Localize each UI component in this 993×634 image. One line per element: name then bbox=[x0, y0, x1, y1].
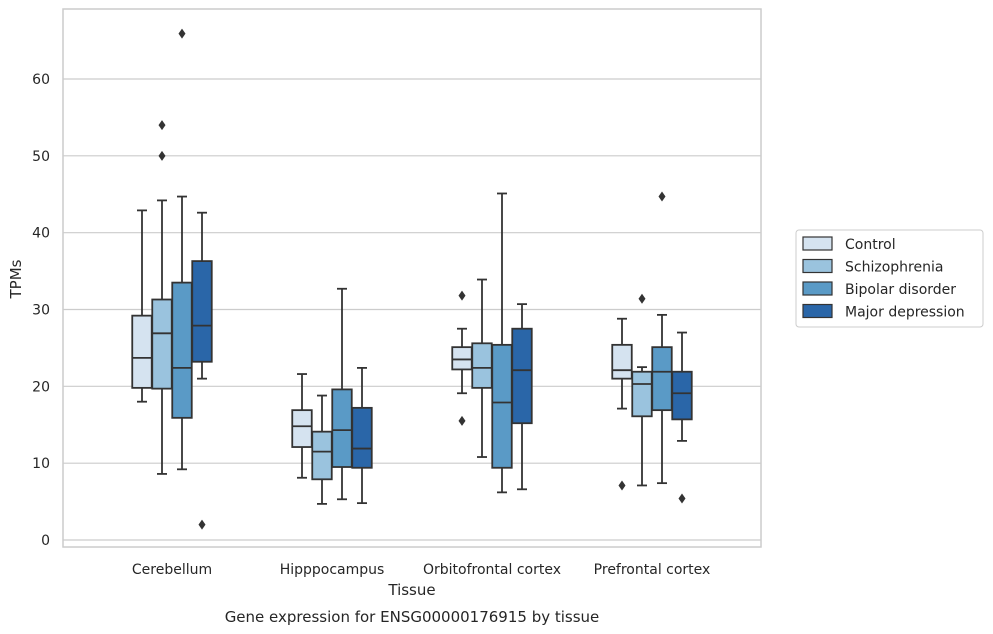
y-tick-label: 30 bbox=[32, 303, 50, 319]
legend-label: Schizophrenia bbox=[845, 260, 943, 276]
y-tick-label: 0 bbox=[41, 533, 50, 549]
legend-frame bbox=[795, 229, 984, 328]
box-body bbox=[671, 370, 693, 421]
box bbox=[351, 366, 373, 505]
box-body bbox=[131, 314, 153, 389]
legend-swatch bbox=[802, 258, 833, 274]
legend-label: Major depression bbox=[845, 305, 965, 321]
box-body bbox=[511, 327, 533, 425]
box-body bbox=[471, 342, 493, 389]
box-body bbox=[171, 281, 193, 419]
outlier-point bbox=[198, 519, 206, 530]
box bbox=[491, 192, 513, 494]
y-tick-label: 10 bbox=[32, 456, 50, 472]
box bbox=[671, 331, 693, 504]
outlier-point bbox=[678, 493, 686, 504]
legend-items: Control Schizophrenia Bipolar disorder Majo… bbox=[802, 236, 965, 321]
outlier-point bbox=[458, 290, 466, 301]
x-tick-label: Hipppocampus bbox=[280, 562, 385, 578]
outlier-point bbox=[638, 293, 646, 304]
y-tick-label: 20 bbox=[32, 379, 50, 395]
legend-item: Schizophrenia bbox=[802, 258, 943, 276]
legend-label: Bipolar disorder bbox=[845, 282, 956, 298]
y-tick-labels: 0 10 20 30 40 50 60 bbox=[32, 72, 50, 549]
box-body bbox=[611, 343, 633, 380]
outlier-point bbox=[178, 28, 186, 39]
plot-area bbox=[62, 8, 762, 548]
box bbox=[311, 394, 333, 505]
legend-swatch bbox=[802, 303, 833, 319]
box-body bbox=[631, 370, 653, 418]
series-bipolar-disorder bbox=[171, 28, 673, 501]
x-tick-label: Prefrontal cortex bbox=[594, 562, 711, 578]
x-tick-labels: Cerebellum Hipppocampus Orbitofrontal cort… bbox=[132, 562, 710, 578]
x-tick-label: Orbitofrontal cortex bbox=[423, 562, 561, 578]
series-control bbox=[131, 209, 633, 491]
box bbox=[611, 317, 633, 491]
x-axis-label: Tissue bbox=[387, 581, 435, 599]
legend-item: Bipolar disorder bbox=[802, 281, 956, 298]
y-tick-label: 50 bbox=[32, 149, 50, 165]
outlier-point bbox=[658, 191, 666, 202]
box-body bbox=[291, 409, 313, 448]
box-series bbox=[131, 28, 693, 530]
outlier-point bbox=[158, 120, 166, 131]
legend-swatch bbox=[802, 281, 833, 296]
box-body bbox=[491, 343, 513, 469]
y-tick-label: 60 bbox=[32, 72, 50, 88]
box-body bbox=[151, 298, 173, 390]
series-schizophrenia bbox=[151, 120, 653, 505]
box bbox=[151, 120, 173, 475]
box-body bbox=[651, 346, 673, 412]
y-tick-label: 40 bbox=[32, 226, 50, 242]
legend-item: Control bbox=[802, 236, 896, 253]
outlier-point bbox=[158, 150, 166, 161]
legend: Control Schizophrenia Bipolar disorder Majo… bbox=[795, 229, 984, 328]
legend-swatch bbox=[802, 236, 833, 251]
box-body bbox=[191, 260, 213, 363]
box-body bbox=[331, 388, 353, 468]
box-body bbox=[311, 430, 333, 481]
box bbox=[291, 373, 313, 479]
box-body bbox=[351, 406, 373, 469]
box bbox=[511, 303, 533, 491]
box bbox=[451, 290, 473, 426]
legend-label: Control bbox=[845, 237, 896, 253]
box bbox=[191, 211, 213, 530]
box-body bbox=[451, 346, 473, 371]
x-tick-label: Cerebellum bbox=[132, 562, 212, 578]
y-axis-label: TPMs bbox=[7, 259, 25, 299]
outlier-point bbox=[618, 480, 626, 491]
box bbox=[651, 191, 673, 485]
legend-item: Major depression bbox=[802, 303, 965, 321]
outlier-point bbox=[458, 415, 466, 426]
series-major-depression bbox=[191, 211, 693, 530]
chart-caption: Gene expression for ENSG00000176915 by t… bbox=[225, 608, 600, 626]
